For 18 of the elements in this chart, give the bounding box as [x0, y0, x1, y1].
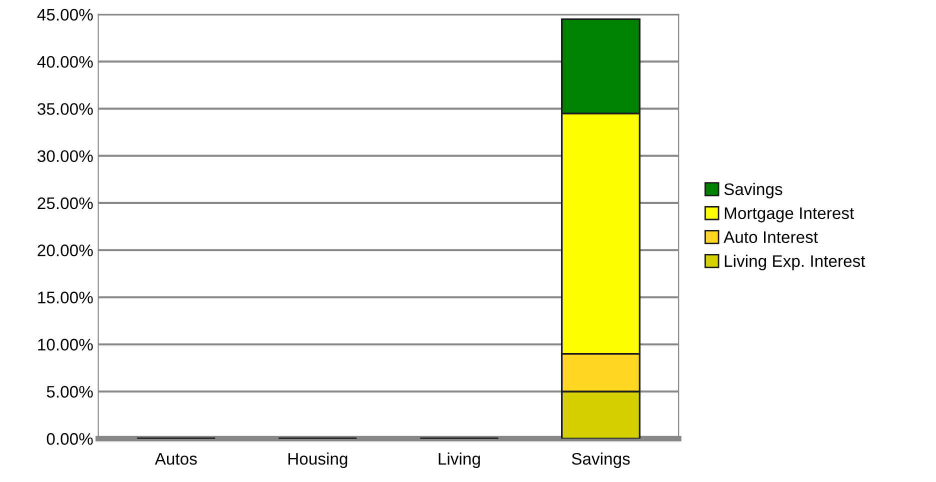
x-tick-label: Living [438, 452, 480, 468]
y-tick-label: 40.00% [37, 56, 93, 68]
y-tick-label: 35.00% [38, 103, 93, 115]
legend-label: Auto Interest [724, 231, 818, 244]
y-tick-label: 15.00% [38, 292, 93, 304]
y-tick-label: 5.00% [46, 386, 93, 398]
y-tick-label: 0.00% [46, 433, 93, 445]
y-tick-label: 20.00% [38, 244, 93, 256]
legend-label: Savings [724, 182, 782, 198]
x-tick-label: Autos [154, 453, 197, 465]
x-tick-label: Savings [572, 452, 630, 468]
y-tick-label: 10.00% [38, 338, 93, 351]
x-tick-label: Housing [288, 452, 348, 468]
y-tick-label: 30.00% [38, 150, 93, 162]
y-tick-label: 45.00% [37, 8, 93, 21]
legend-label: Living Exp. Interest [724, 254, 866, 270]
legend-label: Mortgage Interest [724, 207, 854, 222]
y-tick-label: 25.00% [38, 197, 93, 210]
